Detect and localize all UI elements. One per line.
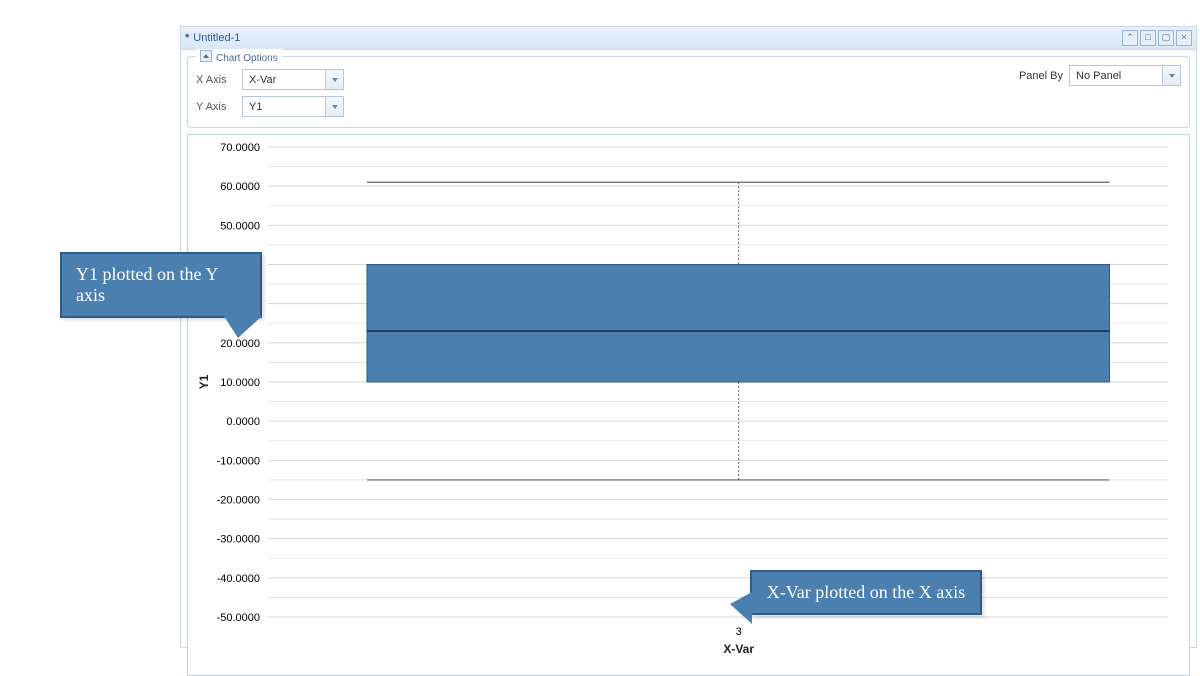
svg-text:-30.0000: -30.0000: [217, 534, 260, 546]
window-title: Untitled-1: [193, 32, 240, 44]
svg-text:X-Var: X-Var: [723, 642, 754, 656]
xaxis-label: X Axis: [196, 74, 236, 86]
xaxis-value: X-Var: [243, 74, 325, 86]
chevron-down-icon: [325, 97, 343, 116]
callout-y-annotation: Y1 plotted on the Y axis: [60, 252, 262, 318]
svg-text:-10.0000: -10.0000: [217, 455, 260, 467]
svg-text:10.0000: 10.0000: [220, 377, 260, 389]
restore-button[interactable]: □: [1140, 30, 1156, 46]
svg-text:50.0000: 50.0000: [220, 220, 260, 232]
svg-text:Y1: Y1: [197, 374, 211, 389]
svg-text:-50.0000: -50.0000: [217, 612, 260, 624]
chart-area: -50.0000 -40.0000 -30.0000 -20.0000 -10.0000…: [187, 134, 1190, 676]
window-controls: ⌃ □ ▢ ×: [1122, 30, 1192, 46]
maximize-button[interactable]: ▢: [1158, 30, 1174, 46]
svg-text:20.0000: 20.0000: [220, 338, 260, 350]
chart-options-legend[interactable]: Chart Options: [196, 49, 282, 64]
boxplot-chart: -50.0000 -40.0000 -30.0000 -20.0000 -10.0000…: [188, 135, 1188, 675]
svg-text:0.0000: 0.0000: [226, 416, 260, 428]
chart-options-panel: Chart Options X Axis X-Var Y Axis Y1 Pan…: [187, 56, 1190, 128]
panelby-select[interactable]: No Panel: [1069, 65, 1181, 86]
yaxis-value: Y1: [243, 101, 325, 113]
window-titlebar: * Untitled-1 ⌃ □ ▢ ×: [181, 27, 1196, 50]
svg-text:60.0000: 60.0000: [220, 181, 260, 193]
svg-text:-20.0000: -20.0000: [217, 495, 260, 507]
panelby-row: Panel By No Panel: [1019, 65, 1181, 86]
unsaved-indicator-icon: *: [185, 32, 189, 44]
svg-text:70.0000: 70.0000: [220, 142, 260, 154]
yaxis-label: Y Axis: [196, 101, 236, 113]
svg-text:-40.0000: -40.0000: [217, 573, 260, 585]
xaxis-select[interactable]: X-Var: [242, 69, 344, 90]
yaxis-row: Y Axis Y1: [196, 96, 344, 117]
xaxis-row: X Axis X-Var: [196, 69, 344, 90]
panelby-value: No Panel: [1070, 70, 1162, 82]
collapse-triangle-icon: [200, 50, 212, 62]
callout-x-annotation: X-Var plotted on the X axis: [750, 570, 982, 615]
close-button[interactable]: ×: [1176, 30, 1192, 46]
panelby-label: Panel By: [1019, 70, 1063, 82]
yaxis-select[interactable]: Y1: [242, 96, 344, 117]
chart-window: * Untitled-1 ⌃ □ ▢ × Chart Options X Axi…: [180, 26, 1197, 648]
svg-text:3: 3: [736, 626, 742, 638]
chevron-down-icon: [1162, 66, 1180, 85]
collapse-button[interactable]: ⌃: [1122, 30, 1138, 46]
chevron-down-icon: [325, 70, 343, 89]
